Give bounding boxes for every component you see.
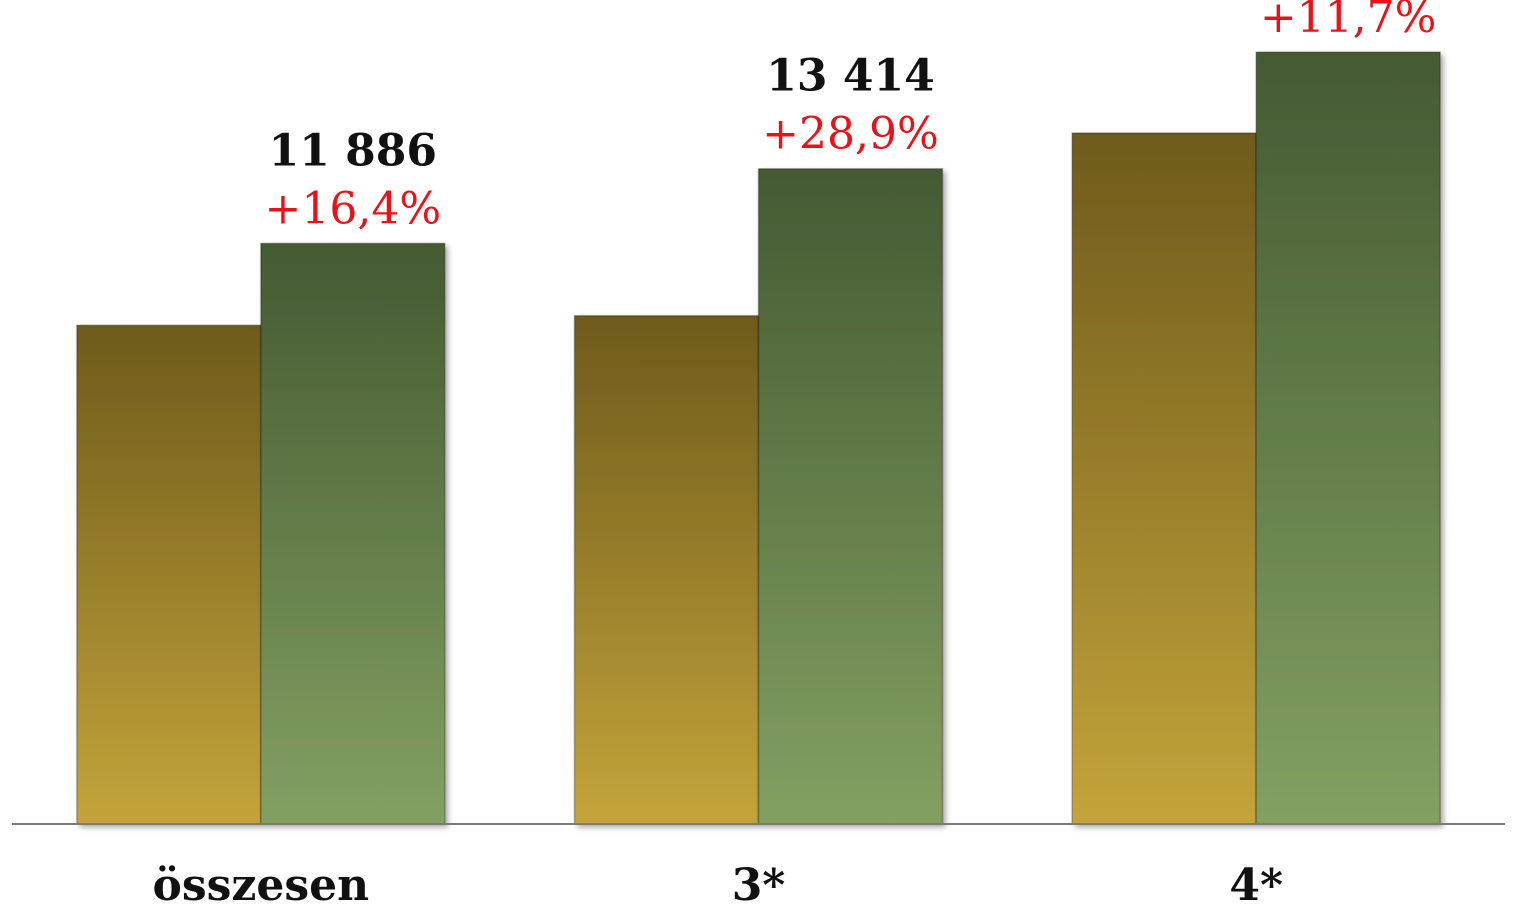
bar-1-0 xyxy=(76,324,262,825)
category-label: összesen xyxy=(153,860,370,908)
change-label: +28,9% xyxy=(762,109,939,160)
change-label: +11,7% xyxy=(1260,0,1437,43)
bar-2-0 xyxy=(260,242,446,825)
bars-layer xyxy=(76,51,1441,825)
bar-1-1 xyxy=(573,314,760,825)
category-labels: összesen 3* 4* xyxy=(153,860,1283,911)
bar-2-2 xyxy=(1255,51,1441,825)
labels-layer: 11 886+16,4%13 414+28,9%15 802+11,7% xyxy=(265,0,1437,234)
change-label: +16,4% xyxy=(265,183,442,234)
bar-1-2 xyxy=(1071,132,1257,825)
value-label: 11 886 xyxy=(269,125,437,176)
category-label: 3* xyxy=(732,860,786,908)
bar-2-1 xyxy=(757,167,944,825)
value-label: 13 414 xyxy=(766,51,934,102)
category-label: 4* xyxy=(1229,860,1283,908)
